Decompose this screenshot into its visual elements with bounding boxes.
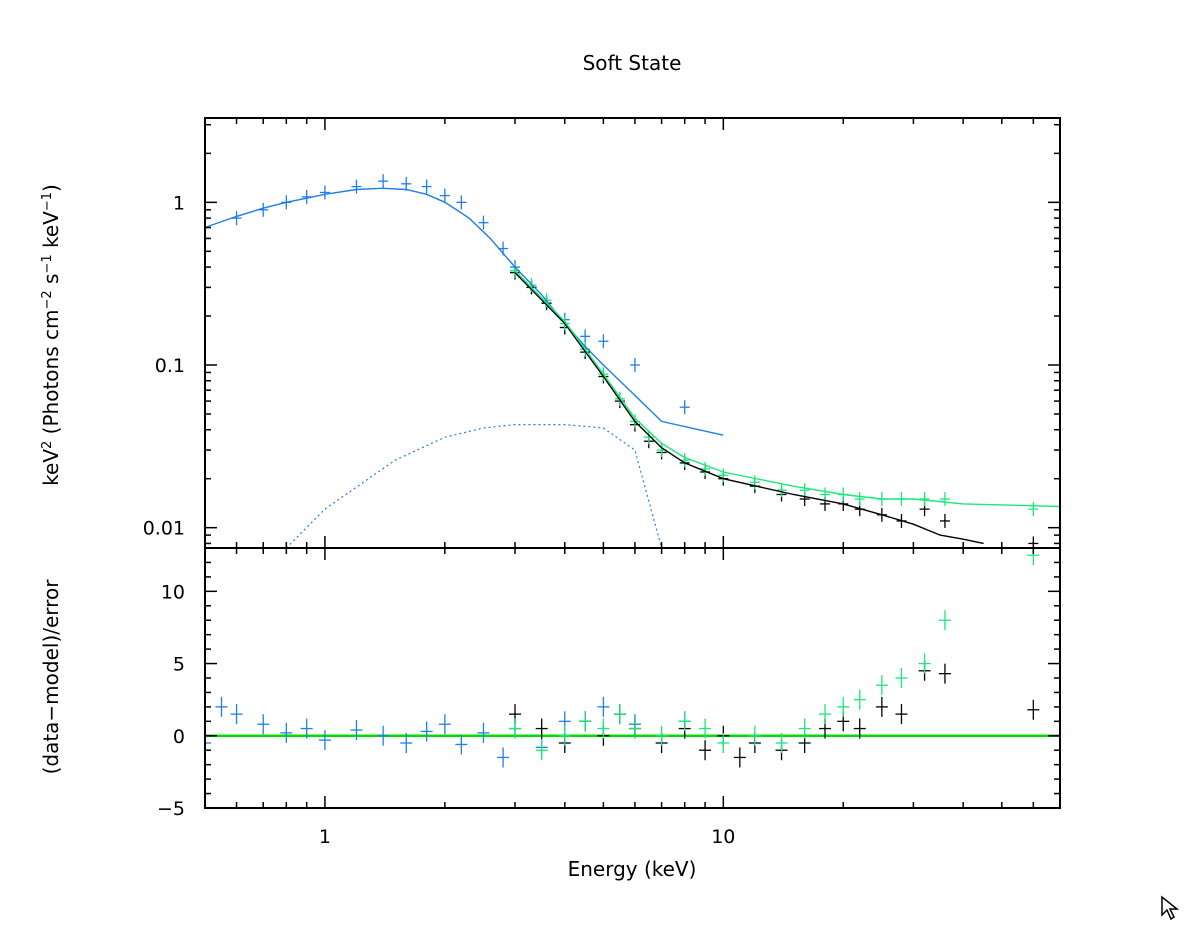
series-residual_b	[509, 660, 1040, 768]
x-axis-title: Energy (keV)	[568, 857, 697, 881]
series-residual_c	[509, 548, 1040, 761]
model-line-model_a_total	[205, 187, 724, 436]
spectrum-panel	[204, 117, 1061, 549]
y-tick-label-spectrum: 0.01	[143, 518, 185, 540]
y-axis-title-residual: (data−model)/error	[39, 579, 63, 775]
residual-marks	[205, 548, 1060, 768]
y-tick-label-spectrum: 0.1	[155, 355, 185, 377]
x-tick-label: 1	[319, 826, 331, 848]
model-line-model_b_total	[514, 272, 984, 545]
model-line-model_c_total	[514, 270, 1060, 508]
chart-title: Soft State	[583, 51, 682, 75]
y-tick-label-residual: 5	[173, 654, 185, 676]
series-spectrum_b	[510, 265, 1039, 548]
series-spectrum_c	[510, 263, 1039, 517]
residual-panel	[204, 547, 1061, 809]
y-tick-label-residual: 10	[161, 581, 185, 603]
model-line-model_a_component	[285, 424, 663, 548]
spectrum-marks	[205, 174, 1060, 548]
mouse-pointer-icon	[1161, 895, 1180, 921]
spectrum-frame	[204, 117, 1061, 549]
y-axis-title-spectrum: keV2 (Photons cm−2 s−1 keV−1)	[39, 184, 63, 486]
y-tick-label-residual: 0	[173, 726, 185, 748]
residual-frame	[204, 547, 1061, 809]
series-residual_a	[205, 696, 691, 768]
y-tick-label-spectrum: 1	[173, 192, 185, 214]
x-tick-label: 10	[711, 826, 735, 848]
y-tick-label-residual: −5	[157, 798, 185, 820]
